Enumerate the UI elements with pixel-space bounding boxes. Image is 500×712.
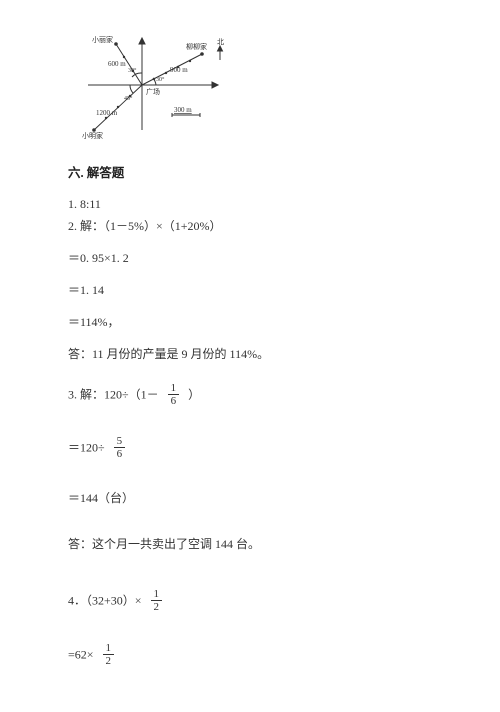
label-300: 300 m xyxy=(174,106,192,114)
label-1200: 1200 m xyxy=(96,109,118,117)
q3-l1-before: 3. 解：120÷（1－ xyxy=(68,387,159,401)
label-ang45: 45° xyxy=(124,95,133,102)
q2-l1: 2. 解：（1－5%）×（1+20%） xyxy=(68,217,432,235)
q3-frac2: 5 6 xyxy=(114,435,126,460)
frac-den: 6 xyxy=(168,395,180,407)
q2-l2: ＝0. 95×1. 2 xyxy=(68,249,432,267)
q3-l1: 3. 解：120÷（1－ 1 6 ） xyxy=(68,383,432,408)
q3-l3: ＝144（台） xyxy=(68,489,432,507)
q3-l1-after: ） xyxy=(188,387,200,401)
label-ang30a: 30° xyxy=(128,67,137,74)
frac-den: 6 xyxy=(114,448,126,460)
q2-l4: ＝114%， xyxy=(68,313,432,331)
direction-diagram: 小丽家 柳柳家 小明家 广场 北 600 m 900 m 1200 m 300 … xyxy=(80,30,432,144)
label-top-left: 小丽家 xyxy=(92,35,113,44)
frac-num: 1 xyxy=(151,588,163,601)
label-center: 广场 xyxy=(146,87,160,96)
q2-l3: ＝1. 14 xyxy=(68,281,432,299)
q1-line: 1. 8:11 xyxy=(68,195,432,213)
label-ang30b: 30° xyxy=(156,76,165,83)
q3-l2-before: ＝120÷ xyxy=(68,441,105,455)
frac-num: 1 xyxy=(168,382,180,395)
q4-l1-before: 4．（32+30）× xyxy=(68,594,142,608)
frac-den: 2 xyxy=(151,601,163,613)
label-bottom-left: 小明家 xyxy=(82,131,103,140)
q4-frac1: 1 2 xyxy=(151,588,163,613)
q3-l2: ＝120÷ 5 6 xyxy=(68,436,432,461)
label-900: 900 m xyxy=(170,66,188,74)
q4-l2: =62× 1 2 xyxy=(68,643,432,668)
section-title: 六. 解答题 xyxy=(68,162,432,181)
q4-frac2: 1 2 xyxy=(103,642,115,667)
frac-num: 5 xyxy=(114,435,126,448)
label-right: 柳柳家 xyxy=(186,42,207,51)
frac-num: 1 xyxy=(103,642,115,655)
q4-l1: 4．（32+30）× 1 2 xyxy=(68,589,432,614)
q4-l2-before: =62× xyxy=(68,647,94,661)
label-north: 北 xyxy=(217,38,224,46)
q2-l5: 答：11 月份的产量是 9 月份的 114%。 xyxy=(68,345,432,363)
label-600: 600 m xyxy=(108,60,126,68)
q3-frac1: 1 6 xyxy=(168,382,180,407)
frac-den: 2 xyxy=(103,655,115,667)
q3-l4: 答：这个月一共卖出了空调 144 台。 xyxy=(68,535,432,553)
